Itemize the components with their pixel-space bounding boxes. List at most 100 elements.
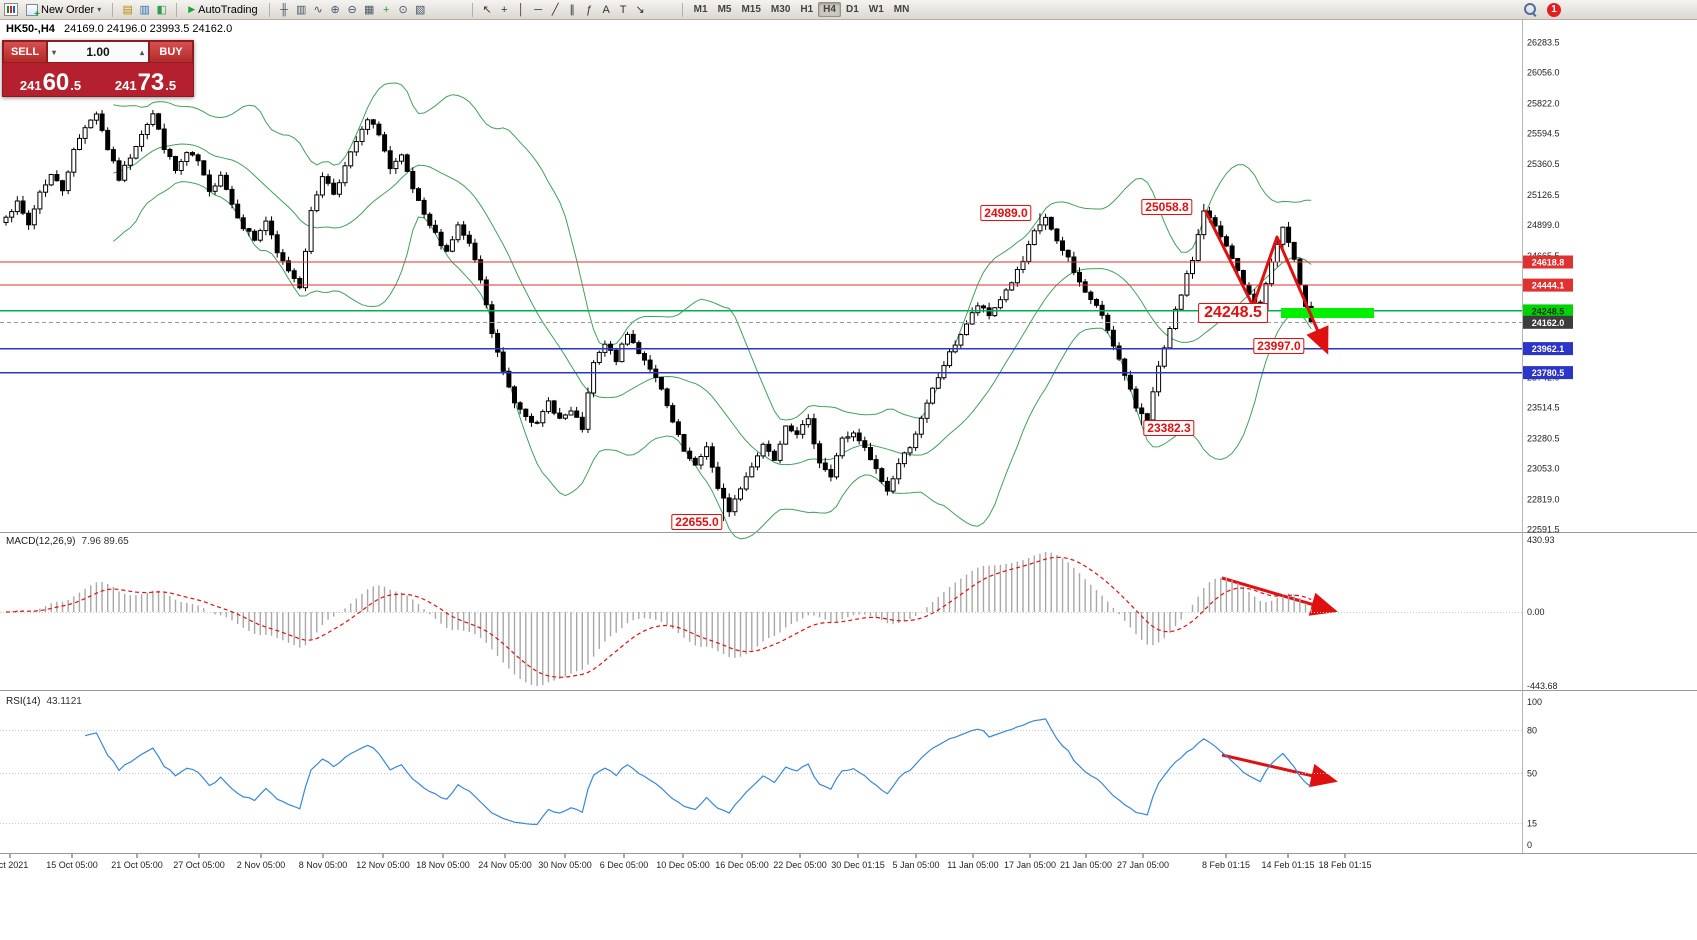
timeframe-M30[interactable]: M30: [770, 4, 791, 15]
search-icon[interactable]: [1523, 2, 1538, 17]
svg-text:18 Feb 01:15: 18 Feb 01:15: [1318, 860, 1371, 870]
periods-icon[interactable]: ⊙: [398, 3, 408, 16]
arrows-icon[interactable]: ↘: [635, 3, 645, 16]
macd-label: MACD(12,26,9) 7.96 89.65: [6, 536, 129, 547]
volume-field[interactable]: ▾ 1.00 ▴: [47, 41, 149, 63]
price-axis[interactable]: 26283.5 26056.0 25822.0 25594.5 25360.5 25126…: [1523, 37, 1573, 535]
trendline-icon[interactable]: ╱: [551, 3, 559, 16]
line-chart-icon[interactable]: ∿: [313, 3, 323, 16]
price-annotation[interactable]: 24989.0: [980, 205, 1032, 221]
svg-text:25822.0: 25822.0: [1527, 98, 1560, 108]
vertical-line-icon[interactable]: │: [517, 3, 525, 16]
timeframe-toolbar: M1 M5 M15 M30 H1 H4 D1 W1 MN: [689, 2, 915, 17]
timeframe-H4[interactable]: H4: [818, 2, 841, 17]
svg-text:27 Oct 05:00: 27 Oct 05:00: [173, 860, 225, 870]
svg-text:22819.0: 22819.0: [1527, 495, 1560, 505]
svg-text:24 Nov 05:00: 24 Nov 05:00: [478, 860, 532, 870]
svg-text:24899.0: 24899.0: [1527, 220, 1560, 230]
svg-text:11 Jan 05:00: 11 Jan 05:00: [947, 860, 998, 870]
horizontal-line-icon[interactable]: ─: [534, 3, 543, 16]
toolbar-separator: [268, 2, 270, 17]
timeframe-W1[interactable]: W1: [868, 4, 884, 15]
svg-text:24618.8: 24618.8: [1532, 258, 1565, 268]
volume-increase-button[interactable]: ▴: [139, 47, 144, 57]
autotrading-label: AutoTrading: [198, 3, 258, 16]
rsi-axis-label: 0: [1527, 840, 1532, 850]
price-annotation[interactable]: 25058.8: [1141, 199, 1193, 215]
sell-price-pip: .5: [70, 78, 82, 93]
price-annotation[interactable]: 24248.5: [1198, 303, 1268, 323]
macd-name: MACD(12,26,9): [6, 536, 76, 547]
svg-text:14 Feb 01:15: 14 Feb 01:15: [1261, 860, 1314, 870]
indicators-icon[interactable]: +: [382, 3, 390, 16]
timeframe-MN[interactable]: MN: [893, 4, 910, 15]
svg-text:23962.1: 23962.1: [1532, 344, 1565, 354]
timeframe-M1[interactable]: M1: [693, 4, 708, 15]
toolbar-chart-icons: ╫ ▥ ∿ ⊕ ⊖ ▦ + ⊙ ▧: [276, 2, 429, 18]
buy-price-pip: .5: [165, 78, 177, 93]
zoom-out-icon[interactable]: ⊖: [347, 3, 357, 16]
rsi-value: 43.1121: [46, 696, 82, 707]
svg-text:26283.5: 26283.5: [1527, 37, 1560, 47]
rsi-axis-label: 15: [1527, 819, 1537, 829]
crosshair-icon[interactable]: +: [500, 3, 508, 16]
sell-price-prefix: 241: [19, 78, 42, 93]
tile-windows-icon[interactable]: ▦: [363, 3, 375, 16]
timeframe-M15[interactable]: M15: [741, 4, 761, 15]
chart-canvas[interactable]: 26283.5 26056.0 25822.0 25594.5 25360.5 25126…: [0, 20, 1697, 940]
rsi-indicator: 100 80 50 15 0: [0, 697, 1542, 850]
svg-text:18 Nov 05:00: 18 Nov 05:00: [416, 860, 470, 870]
svg-text:30 Nov 05:00: 30 Nov 05:00: [538, 860, 592, 870]
new-order-button[interactable]: New Order ▾: [21, 2, 106, 20]
rsi-trend-arrow[interactable]: [1221, 753, 1338, 788]
svg-text:23053.0: 23053.0: [1527, 464, 1560, 474]
buy-button[interactable]: BUY: [149, 41, 193, 63]
svg-text:22591.5: 22591.5: [1527, 525, 1560, 535]
market-watch-icon[interactable]: ▤: [122, 3, 133, 16]
svg-text:27 Jan 05:00: 27 Jan 05:00: [1117, 860, 1169, 870]
svg-text:24162.0: 24162.0: [1532, 318, 1565, 328]
volume-value[interactable]: 1.00: [86, 45, 110, 59]
fibonacci-icon[interactable]: ƒ: [586, 3, 593, 16]
svg-text:25126.5: 25126.5: [1527, 190, 1560, 200]
data-window-icon[interactable]: ▥: [139, 3, 150, 16]
svg-text:23780.5: 23780.5: [1532, 368, 1565, 378]
toolbar-left-icons: ▤ ▥ ◧: [119, 2, 170, 18]
macd-axis-label: 430.93: [1527, 535, 1555, 545]
volume-decrease-button[interactable]: ▾: [52, 47, 57, 57]
ohlc-values: 24169.0 24196.0 23993.5 24162.0: [63, 23, 233, 35]
price-annotation[interactable]: 23382.3: [1143, 420, 1195, 436]
notification-badge[interactable]: 1: [1547, 2, 1561, 17]
price-annotation[interactable]: 22655.0: [671, 514, 723, 530]
timeframe-D1[interactable]: D1: [845, 4, 859, 15]
sell-button[interactable]: SELL: [3, 41, 47, 63]
timeframe-H1[interactable]: H1: [800, 4, 814, 15]
text-icon[interactable]: A: [602, 3, 610, 16]
timeframe-M5[interactable]: M5: [717, 4, 732, 15]
highlight-zone[interactable]: [1281, 308, 1374, 318]
time-axis[interactable]: Oct 2021 15 Oct 05:00 21 Oct 05:00 27 Oct 0…: [0, 854, 1372, 870]
price-annotation[interactable]: 23997.0: [1253, 338, 1305, 354]
new-order-label: New Order: [41, 3, 95, 16]
autotrading-button[interactable]: ▶ AutoTrading: [183, 2, 262, 18]
svg-text:2 Nov 05:00: 2 Nov 05:00: [237, 860, 286, 870]
candlestick-chart-icon[interactable]: ▥: [295, 3, 307, 16]
toolbar-separator: [176, 2, 178, 17]
zoom-in-icon[interactable]: ⊕: [330, 3, 340, 16]
price-projection-arrow[interactable]: [1203, 209, 1329, 355]
svg-text:17 Jan 05:00: 17 Jan 05:00: [1004, 860, 1056, 870]
navigator-icon[interactable]: ◧: [156, 3, 167, 16]
rsi-axis-label: 50: [1527, 769, 1537, 779]
templates-icon[interactable]: ▧: [414, 3, 426, 16]
candlestick-series: [3, 110, 1314, 522]
bar-chart-icon[interactable]: ╫: [280, 3, 289, 16]
svg-text:25360.5: 25360.5: [1527, 159, 1560, 169]
toolbar-separator: [471, 2, 473, 17]
label-icon[interactable]: T: [619, 3, 627, 16]
autotrading-play-icon: ▶: [188, 4, 196, 14]
channel-icon[interactable]: ∥: [569, 3, 575, 16]
svg-text:21 Jan 05:00: 21 Jan 05:00: [1060, 860, 1112, 870]
cursor-icon[interactable]: ↖: [482, 3, 492, 16]
price-tag-23780.5: 23780.5: [1523, 366, 1573, 380]
macd-trend-arrow[interactable]: [1221, 576, 1338, 616]
